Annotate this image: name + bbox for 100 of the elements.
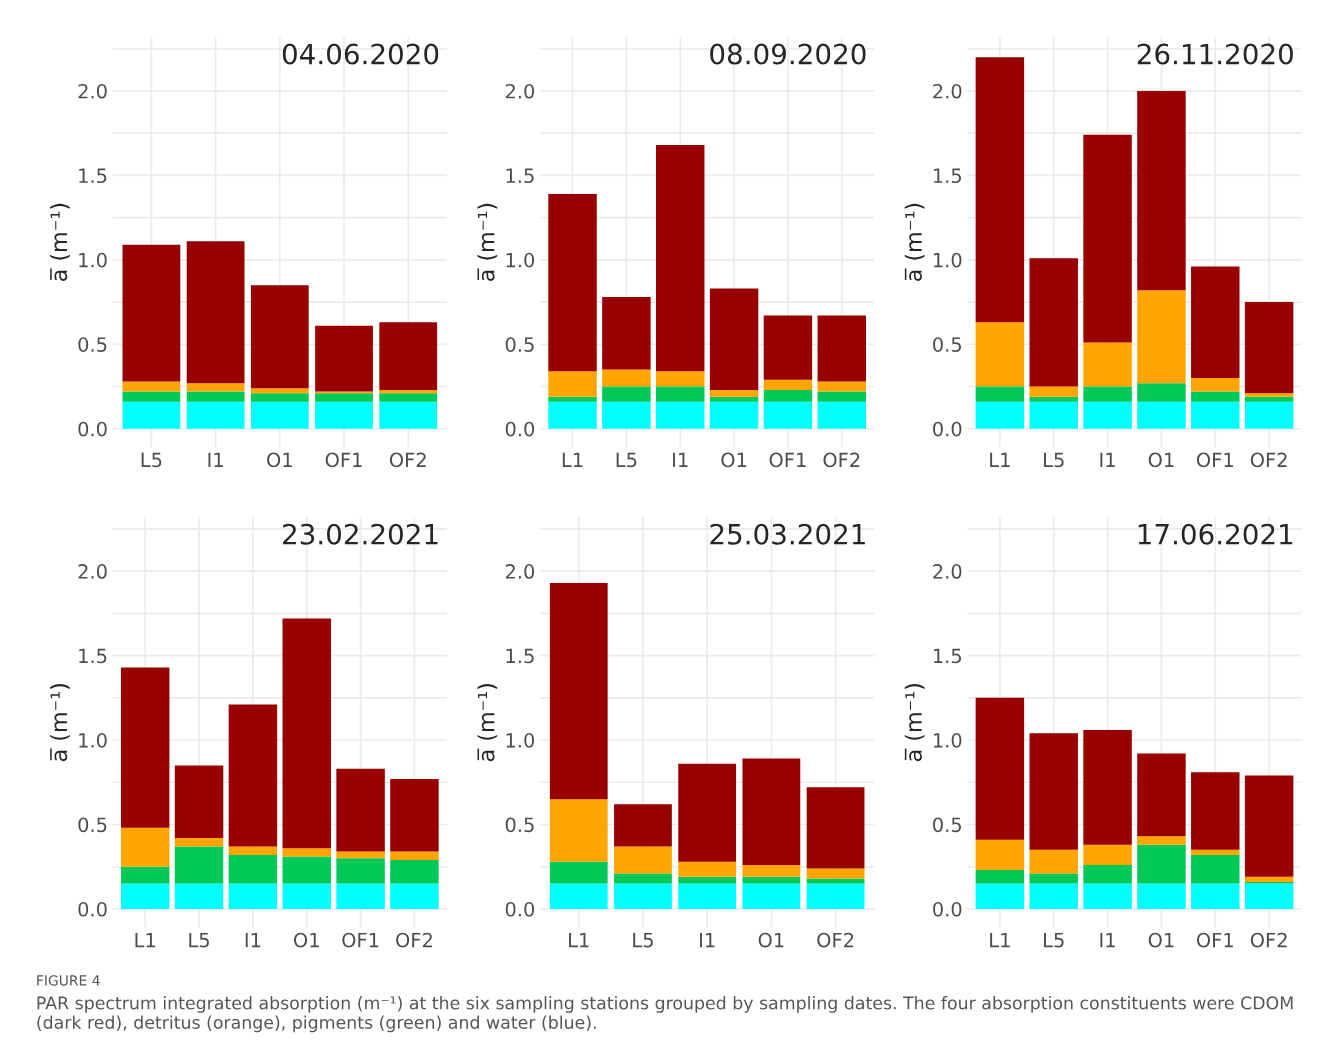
bar — [975, 697, 1025, 840]
bar — [336, 768, 385, 852]
bar — [656, 401, 705, 429]
x-tick-label: OF1 — [342, 932, 379, 948]
bar — [379, 393, 438, 402]
bar — [1029, 849, 1078, 874]
bar — [174, 765, 224, 838]
bar — [390, 778, 439, 852]
y-axis-title: a̅ (m⁻¹) — [477, 203, 498, 281]
x-tick-label: I1 — [245, 932, 261, 948]
bar — [975, 386, 1025, 402]
bar — [548, 371, 597, 397]
chart-title: 04.06.2020 — [282, 43, 439, 65]
bar — [228, 854, 278, 884]
bar — [390, 851, 439, 860]
bar — [975, 57, 1025, 323]
bar — [250, 401, 309, 429]
bar — [742, 758, 801, 866]
bar — [120, 883, 170, 909]
x-tick-label: O1 — [721, 452, 747, 468]
y-tick-label: 1.5 — [506, 648, 534, 664]
bar — [817, 391, 867, 402]
bar — [763, 315, 813, 380]
x-tick-label: I1 — [700, 932, 715, 948]
x-tick-label: OF2 — [823, 452, 860, 468]
bar — [174, 846, 224, 884]
y-tick-label: 1.0 — [506, 733, 535, 748]
bar — [709, 401, 759, 429]
bar — [614, 873, 672, 884]
x-tick-label: I1 — [208, 452, 223, 467]
bar — [656, 144, 705, 372]
x-tick-label: OF2 — [817, 932, 854, 948]
bar — [1191, 772, 1240, 850]
bar — [614, 804, 672, 847]
y-tick-label: 1.5 — [79, 648, 107, 664]
bar — [1191, 391, 1240, 402]
bar — [1083, 342, 1132, 387]
bar — [975, 883, 1025, 909]
x-tick-label: O1 — [293, 932, 319, 948]
bar — [315, 401, 373, 429]
bar — [817, 401, 867, 429]
bar — [602, 386, 651, 402]
y-tick-label: 0.0 — [78, 901, 107, 917]
y-tick-label: 1.5 — [79, 168, 107, 184]
bar — [1244, 396, 1294, 402]
bar — [1137, 401, 1186, 429]
y-tick-label: 0.0 — [933, 901, 962, 917]
y-tick-label: 1.0 — [79, 252, 107, 268]
bar — [1137, 90, 1186, 291]
chart-title: 17.06.2021 — [1138, 523, 1293, 545]
bar — [1083, 844, 1132, 866]
bar — [1029, 386, 1078, 397]
y-tick-label: 0.5 — [78, 817, 107, 833]
bar — [975, 839, 1025, 871]
x-tick-label: OF1 — [1196, 452, 1233, 468]
bar — [1244, 302, 1294, 394]
y-tick-label: 1.0 — [933, 733, 962, 748]
x-tick-label: L1 — [990, 932, 1010, 948]
x-tick-label: OF1 — [769, 452, 806, 468]
bar — [250, 285, 309, 389]
bar — [817, 315, 867, 382]
bar — [228, 704, 278, 847]
bar — [614, 883, 672, 909]
bar — [1029, 733, 1078, 850]
bar — [1244, 876, 1294, 882]
bar — [379, 401, 438, 429]
y-axis-title: a̅ (m⁻¹) — [904, 684, 925, 762]
bar — [975, 322, 1025, 387]
bar — [742, 883, 801, 909]
bar — [1083, 865, 1132, 884]
bar — [174, 838, 224, 847]
bar — [1191, 854, 1240, 884]
bar — [763, 401, 813, 429]
caption: FIGURE 4 — [37, 975, 100, 986]
x-tick-label: I1 — [1100, 932, 1115, 948]
x-tick-label: L5 — [1044, 452, 1064, 468]
bar — [1137, 290, 1186, 384]
bar — [174, 883, 224, 909]
bar — [336, 851, 385, 859]
y-tick-label: 1.0 — [506, 252, 535, 268]
x-tick-label: O1 — [267, 452, 292, 468]
bar — [250, 388, 309, 394]
bar — [549, 861, 608, 884]
bar — [602, 369, 651, 387]
bar — [806, 868, 865, 879]
bar — [602, 297, 651, 370]
chart-title: 25.03.2021 — [710, 523, 865, 545]
bar — [1029, 258, 1078, 387]
y-tick-label: 1.5 — [506, 168, 534, 184]
text: PAR spectrum integrated absorption (m⁻¹) at the six sampling stations grouped by sampling dates. The four absorption constituents were CDOM (dark red), detritus (orange), pigments (green) and water (blue). — [37, 996, 1293, 1033]
bar — [1029, 883, 1078, 909]
bar — [122, 401, 181, 429]
bar — [1029, 401, 1078, 429]
bar — [1191, 849, 1240, 855]
bar — [315, 393, 373, 402]
y-tick-label: 0.0 — [78, 421, 107, 437]
x-tick-label: L1 — [990, 452, 1010, 467]
y-tick-label: 0.5 — [933, 337, 962, 352]
bar — [1244, 775, 1294, 877]
bar — [1083, 729, 1132, 845]
